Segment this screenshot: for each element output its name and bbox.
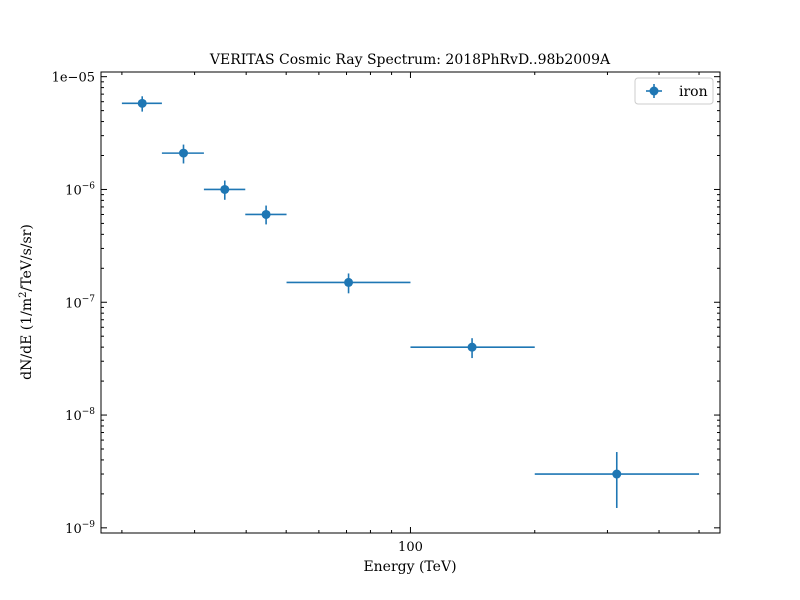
legend-label: iron xyxy=(679,84,708,100)
y-tick-label: 10−9 xyxy=(65,520,95,537)
data-point xyxy=(179,148,189,158)
plot-area: 100 1e−05 10−6 10−7 10−8 10−9 xyxy=(52,71,720,555)
data-point xyxy=(137,98,147,108)
data-point xyxy=(220,184,230,194)
y-tick-label: 10−6 xyxy=(65,181,95,198)
legend: iron xyxy=(634,77,714,105)
chart-title: VERITAS Cosmic Ray Spectrum: 2018PhRvD..… xyxy=(209,52,611,68)
data-point xyxy=(261,209,271,219)
data-point xyxy=(467,342,477,352)
data-point xyxy=(344,277,354,287)
y-axis-label: dN/dE (1/m2/TeV/s/sr) xyxy=(18,224,35,380)
y-tick-label: 10−8 xyxy=(65,407,95,424)
y-tick-label: 1e−05 xyxy=(52,71,95,86)
x-axis-label: Energy (TeV) xyxy=(363,559,456,575)
data-point xyxy=(612,469,622,479)
plot-frame xyxy=(100,71,721,534)
y-tick-label: 10−7 xyxy=(65,294,95,311)
x-tick-label: 100 xyxy=(398,540,423,555)
legend-marker xyxy=(649,86,659,96)
